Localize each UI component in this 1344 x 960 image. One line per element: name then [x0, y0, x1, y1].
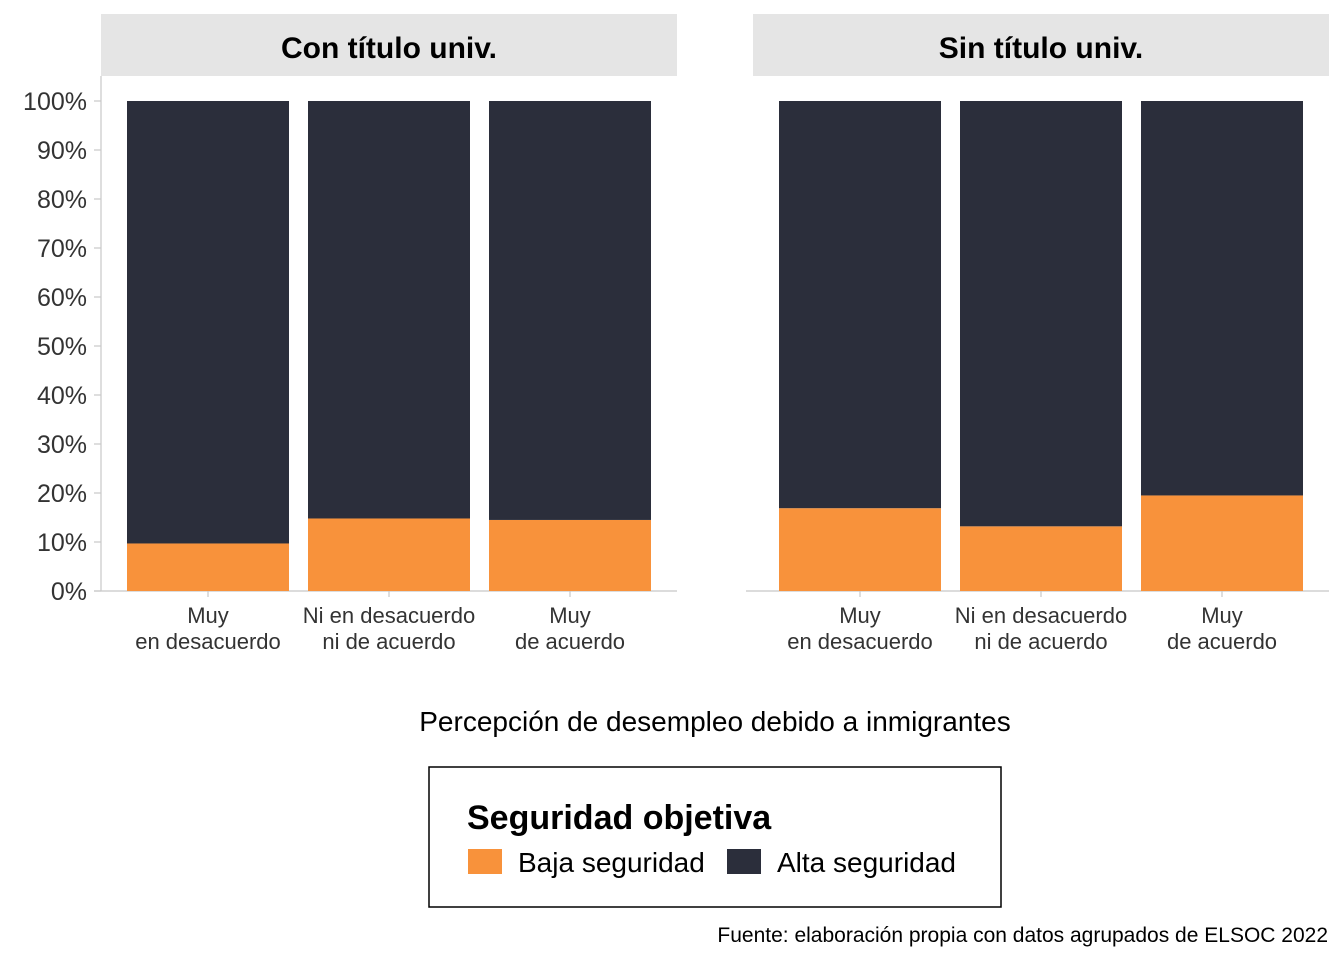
bar-segment: [1141, 101, 1303, 496]
facet-panel: Con título univ. Muy en desacuerdo Ni en de…: [94, 14, 677, 654]
x-tick-label: Muy en desacuerdo: [787, 603, 933, 654]
legend-frame: [428, 766, 1002, 908]
x-tick-label: Muy en desacuerdo: [135, 603, 281, 654]
bar-segment: [1141, 495, 1303, 591]
x-axis-title: Percepción de desempleo debido a inmigra…: [419, 706, 1011, 737]
legend-label: Alta seguridad: [777, 847, 956, 878]
bar-segment: [779, 508, 941, 591]
facet-panel: Sin título univ. Muy en desacuerdo Ni en de…: [746, 14, 1329, 654]
x-tick-label: Ni en desacuerdo ni de acuerdo: [303, 603, 475, 654]
y-tick-label: 20%: [37, 480, 87, 508]
legend-key: [727, 849, 761, 874]
y-tick-label: 40%: [37, 382, 87, 410]
bar-segment: [308, 518, 470, 591]
legend: Seguridad objetiva Baja seguridad Alta se…: [428, 766, 1002, 908]
x-tick-label: Muy de acuerdo: [515, 603, 625, 654]
bar-segment: [489, 101, 651, 520]
bar-segment: [127, 543, 289, 591]
bar-segment: [960, 101, 1122, 527]
bar-segment: [127, 101, 289, 544]
y-tick-label: 80%: [37, 186, 87, 214]
y-tick-label: 60%: [37, 284, 87, 312]
y-tick-label: 90%: [37, 137, 87, 165]
y-tick-label: 0%: [51, 578, 87, 606]
y-tick-label: 70%: [37, 235, 87, 263]
y-tick-label: 100%: [23, 88, 87, 116]
x-tick-label: Ni en desacuerdo ni de acuerdo: [955, 603, 1127, 654]
caption: Fuente: elaboración propia con datos agr…: [717, 924, 1328, 947]
y-tick-label: 50%: [37, 333, 87, 361]
legend-title: Seguridad objetiva: [467, 799, 772, 837]
bar-segment: [960, 526, 1122, 591]
y-tick-label: 30%: [37, 431, 87, 459]
bar-segment: [779, 101, 941, 509]
facet-panels: Con título univ. Muy en desacuerdo Ni en de…: [94, 14, 1329, 654]
facet-strip: [753, 14, 1329, 76]
y-tick-label: 10%: [37, 529, 87, 557]
bar-segment: [489, 519, 651, 591]
legend-item: Alta seguridad: [727, 847, 956, 878]
y-axis: 0% 10% 20% 30% 40% 50% 60% 70% 80% 90% 100%: [23, 76, 102, 606]
legend-items: Baja seguridad Alta seguridad: [468, 847, 956, 878]
x-tick-label: Muy de acuerdo: [1167, 603, 1277, 654]
legend-key: [468, 849, 502, 874]
facet-title: Sin título univ.: [939, 32, 1143, 65]
bar-segment: [308, 101, 470, 519]
legend-item: Baja seguridad: [468, 847, 705, 878]
facet-title: Con título univ.: [281, 32, 497, 65]
legend-label: Baja seguridad: [518, 847, 705, 878]
facet-strip: [101, 14, 677, 76]
